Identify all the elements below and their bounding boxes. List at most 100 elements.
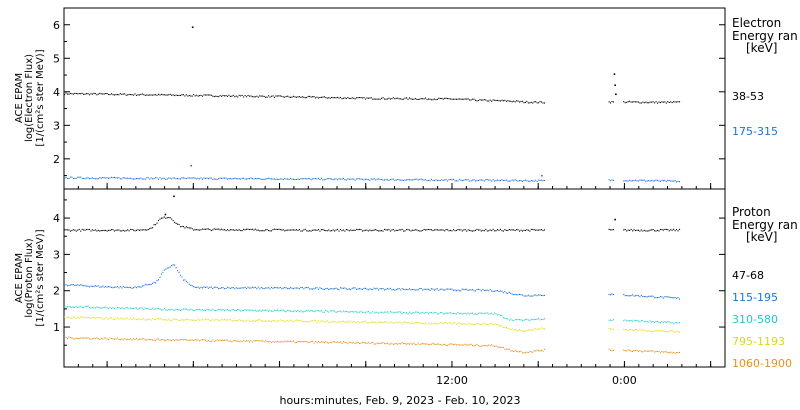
data-point — [360, 342, 362, 344]
data-point — [676, 229, 678, 231]
data-point — [112, 338, 114, 340]
data-point — [372, 341, 374, 343]
data-point — [171, 94, 173, 96]
data-point — [538, 102, 540, 104]
data-point — [659, 228, 662, 231]
data-point — [662, 101, 664, 103]
data-point — [131, 94, 133, 96]
data-point — [215, 178, 217, 180]
data-point — [273, 96, 275, 98]
data-point — [636, 229, 638, 231]
data-point — [282, 309, 284, 311]
data-point — [612, 229, 615, 231]
data-point — [329, 310, 331, 312]
data-point — [238, 287, 240, 289]
data-point — [317, 319, 320, 322]
data-point — [121, 318, 123, 320]
data-point — [508, 348, 510, 350]
data-point — [637, 229, 639, 231]
data-point — [643, 229, 645, 231]
data-point — [499, 290, 502, 292]
data-point — [314, 310, 317, 312]
data-point — [615, 93, 617, 96]
data-point — [533, 101, 535, 103]
data-point — [128, 230, 130, 232]
data-point — [260, 286, 262, 289]
data-point — [320, 177, 322, 179]
data-point — [132, 94, 135, 96]
data-point — [225, 230, 227, 232]
data-point — [71, 306, 73, 309]
data-point — [455, 98, 457, 100]
data-point — [314, 340, 317, 343]
data-point — [250, 320, 252, 322]
data-point — [394, 343, 396, 345]
data-point — [463, 179, 465, 181]
data-point — [360, 97, 362, 99]
data-point — [442, 313, 444, 315]
data-point — [664, 321, 666, 323]
data-point — [357, 312, 359, 314]
data-point — [516, 179, 518, 182]
data-point — [190, 319, 192, 321]
data-point — [364, 178, 366, 180]
data-point — [159, 218, 161, 220]
data-point — [140, 229, 142, 231]
data-point — [655, 230, 657, 232]
data-point — [636, 349, 638, 351]
data-point — [225, 177, 227, 179]
data-point — [201, 178, 204, 180]
data-point — [491, 344, 493, 346]
data-point — [323, 321, 325, 323]
data-point — [285, 287, 287, 289]
data-point — [436, 288, 438, 290]
data-point — [514, 328, 516, 330]
data-point — [177, 94, 179, 97]
data-point — [212, 229, 214, 231]
data-point — [659, 295, 662, 298]
data-point — [181, 225, 183, 228]
data-point — [150, 283, 152, 285]
data-point — [241, 230, 243, 232]
data-point — [185, 94, 187, 96]
x-tick-label: 0:00 — [612, 374, 637, 387]
data-point — [382, 342, 384, 344]
data-point — [262, 340, 264, 342]
data-point — [298, 178, 300, 181]
data-point — [66, 229, 69, 231]
data-point — [122, 229, 124, 231]
data-point — [285, 95, 287, 97]
data-point — [238, 94, 240, 96]
data-point — [671, 180, 673, 182]
data-point — [467, 289, 469, 291]
data-point — [91, 338, 93, 340]
data-point — [130, 286, 132, 288]
data-point — [517, 330, 519, 332]
data-point — [269, 96, 271, 98]
data-point — [661, 296, 663, 298]
data-point — [102, 93, 104, 95]
data-point — [184, 338, 186, 341]
data-point — [629, 320, 631, 322]
data-point — [196, 309, 198, 311]
data-point — [314, 319, 317, 321]
data-point — [643, 102, 645, 104]
data-point — [182, 279, 184, 281]
data-point — [454, 180, 456, 182]
data-point — [379, 230, 381, 232]
data-point — [372, 178, 374, 180]
data-point — [485, 228, 487, 230]
data-point — [281, 288, 283, 290]
data-point — [159, 276, 161, 278]
data-point — [204, 228, 207, 230]
data-point — [294, 342, 296, 344]
data-point — [538, 350, 540, 352]
data-point — [244, 94, 246, 97]
data-point — [110, 308, 113, 310]
data-point — [342, 97, 344, 99]
data-point — [246, 96, 248, 98]
data-point — [81, 306, 83, 309]
data-point — [182, 177, 184, 179]
data-point — [519, 329, 521, 331]
data-point — [197, 318, 199, 320]
